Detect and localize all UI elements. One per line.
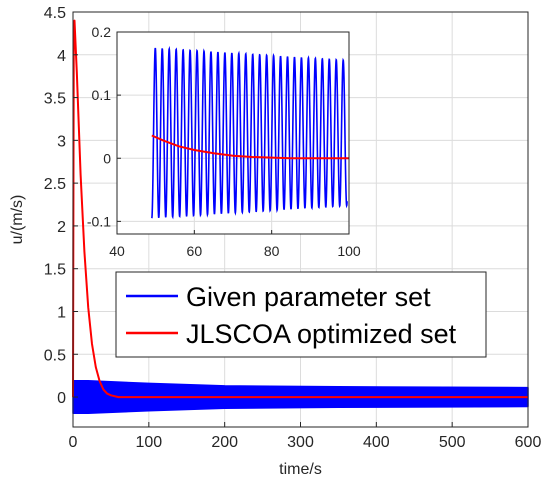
inset-y-tick-label: 0 <box>103 150 111 166</box>
inset-y-tick-label: 0.1 <box>92 87 112 103</box>
inset-plot: 40 60 80 100 -0.1 0 0.1 0.2 <box>87 24 361 259</box>
main-y-tick-label: 4.5 <box>44 5 66 22</box>
legend-label-given: Given parameter set <box>186 282 431 312</box>
main-y-tick-label: 2 <box>57 219 66 236</box>
inset-y-tick-label: -0.1 <box>87 213 111 229</box>
legend-label-jlscoa: JLSCOA optimized set <box>186 319 457 349</box>
main-y-tick-label: 3.5 <box>44 91 66 108</box>
inset-y-tick-label: 0.2 <box>92 24 112 40</box>
inset-ticks: 40 60 80 100 -0.1 0 0.1 0.2 <box>87 24 361 259</box>
inset-series <box>151 45 349 220</box>
main-x-tick-label: 600 <box>515 434 542 451</box>
inset-x-tick-label: 80 <box>264 243 280 259</box>
inset-x-tick-label: 60 <box>187 243 203 259</box>
main-y-tick-label: 2.5 <box>44 176 66 193</box>
main-y-tick-label: 1 <box>57 304 66 321</box>
main-y-tick-label: 0.5 <box>44 347 66 364</box>
main-x-tick-label: 300 <box>287 434 314 451</box>
legend-box <box>115 271 487 358</box>
inset-axes-frame <box>116 31 350 235</box>
main-x-tick-label: 100 <box>135 434 162 451</box>
main-x-tick-label: 400 <box>363 434 390 451</box>
series-jlscoa-line <box>72 19 528 399</box>
inset-series-given-line <box>151 45 348 220</box>
main-y-tick-label: 0 <box>57 390 66 407</box>
main-y-tick-label: 3 <box>57 133 66 150</box>
inset-x-tick-label: 40 <box>109 243 125 259</box>
legend: Given parameter set JLSCOA optimized set <box>115 271 487 358</box>
inset-series-jlscoa-line <box>151 134 349 160</box>
main-x-tick-label: 500 <box>439 434 466 451</box>
main-x-tick-label: 0 <box>69 434 78 451</box>
inset-x-tick-label: 100 <box>337 243 361 259</box>
x-axis-label: time/s <box>279 461 322 478</box>
main-y-tick-label: 4 <box>57 48 66 65</box>
main-y-tick-label: 1.5 <box>44 262 66 279</box>
y-axis-label: u/(m/s) <box>9 195 26 245</box>
main-x-tick-label: 200 <box>211 434 238 451</box>
